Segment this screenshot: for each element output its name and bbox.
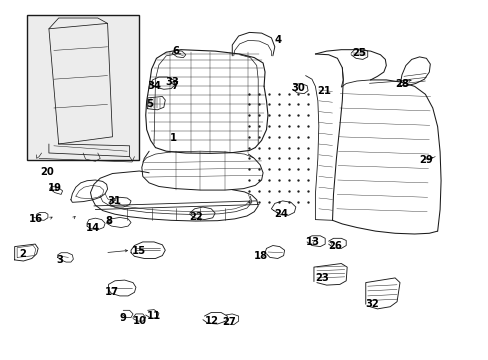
Text: 29: 29	[419, 155, 432, 165]
Text: 34: 34	[147, 81, 162, 91]
Text: 27: 27	[222, 317, 236, 327]
Text: 23: 23	[315, 273, 328, 283]
Text: 31: 31	[107, 196, 122, 206]
Text: 3: 3	[56, 255, 63, 265]
Text: 8: 8	[105, 216, 112, 226]
Text: 9: 9	[120, 312, 126, 323]
Text: 6: 6	[172, 46, 179, 56]
Text: 25: 25	[351, 48, 365, 58]
Text: 30: 30	[290, 83, 304, 93]
Text: 11: 11	[146, 311, 161, 321]
Text: 2: 2	[20, 249, 26, 259]
Text: 32: 32	[365, 299, 379, 309]
Bar	[27, 15, 139, 160]
Text: 12: 12	[204, 316, 218, 326]
Text: 33: 33	[165, 77, 179, 87]
Text: 7: 7	[171, 81, 178, 91]
Text: 5: 5	[145, 99, 152, 109]
Text: 1: 1	[170, 132, 177, 143]
Text: 10: 10	[133, 316, 147, 326]
Text: 16: 16	[28, 214, 42, 224]
Text: 20: 20	[40, 167, 54, 177]
Text: 21: 21	[316, 86, 330, 96]
Text: 13: 13	[305, 237, 319, 247]
Text: 17: 17	[105, 287, 119, 297]
Text: 15: 15	[132, 246, 146, 256]
Text: 24: 24	[273, 209, 287, 219]
Text: 4: 4	[274, 35, 282, 45]
Text: 28: 28	[394, 78, 408, 89]
Text: 19: 19	[48, 183, 62, 193]
Text: 14: 14	[85, 222, 100, 233]
Text: 26: 26	[328, 240, 342, 251]
Text: 22: 22	[189, 212, 203, 222]
Text: 18: 18	[254, 251, 268, 261]
